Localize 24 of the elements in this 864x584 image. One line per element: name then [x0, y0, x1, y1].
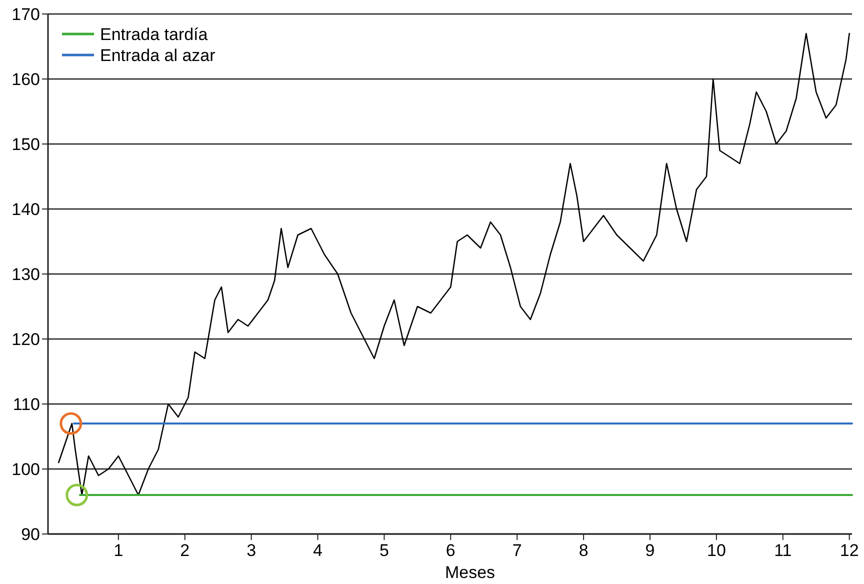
x-tick-label: 4 — [313, 541, 323, 560]
y-tick-label: 120 — [12, 330, 40, 349]
x-tick-label: 1 — [114, 541, 124, 560]
y-tick-label: 160 — [12, 70, 40, 89]
x-tick-label: 9 — [645, 541, 655, 560]
y-tick-label: 110 — [12, 394, 40, 414]
x-tick-label: 8 — [578, 541, 588, 560]
legend-label: Entrada al azar — [100, 46, 216, 65]
x-tick-label: 3 — [246, 541, 256, 560]
x-tick-label: 11 — [774, 541, 792, 560]
x-tick-label: 6 — [446, 541, 456, 560]
y-tick-label: 90 — [21, 524, 40, 544]
y-tick-label: 140 — [12, 200, 40, 219]
x-tick-label: 10 — [706, 541, 726, 560]
x-tick-label: 2 — [180, 541, 190, 560]
y-tick-label: 100 — [12, 460, 40, 479]
x-tick-label: 5 — [379, 541, 389, 560]
y-tick-label: 150 — [12, 134, 40, 154]
x-tick-label: 12 — [840, 541, 859, 560]
x-tick-label: 7 — [512, 541, 522, 560]
x-axis-title: Meses — [444, 563, 496, 582]
y-tick-label: 170 — [12, 4, 40, 24]
legend-label: Entrada tardía — [100, 24, 208, 44]
y-tick-label: 130 — [12, 264, 40, 284]
